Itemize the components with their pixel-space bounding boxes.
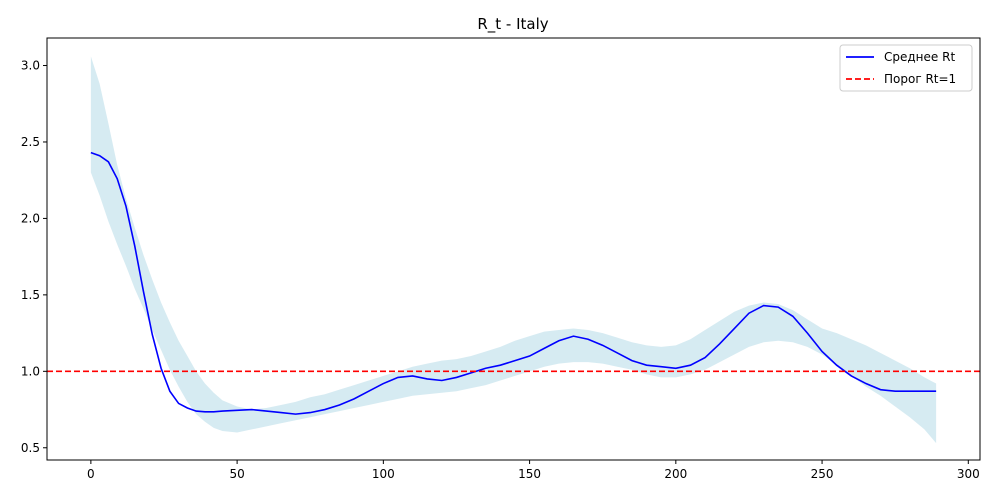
chart-title: R_t - Italy	[477, 15, 548, 34]
legend-label-mean: Среднее Rt	[884, 50, 955, 64]
y-axis: 0.5 1.0 1.5 2.0 2.5 3.0	[21, 59, 47, 455]
x-tick-label: 0	[87, 467, 95, 481]
x-tick-label: 300	[957, 467, 980, 481]
x-tick-label: 100	[372, 467, 395, 481]
x-tick-label: 150	[518, 467, 541, 481]
y-tick-label: 1.0	[21, 364, 40, 378]
x-tick-label: 50	[229, 467, 244, 481]
y-tick-label: 2.0	[21, 211, 40, 225]
legend: Среднее Rt Порог Rt=1	[839, 44, 973, 92]
legend-label-threshold: Порог Rt=1	[884, 72, 956, 86]
y-tick-label: 0.5	[21, 441, 40, 455]
y-tick-label: 2.5	[21, 135, 40, 149]
x-axis: 0 50 100 150 200 250 300	[87, 460, 980, 481]
confidence-band	[90, 56, 937, 444]
plot-content	[47, 56, 980, 444]
y-tick-label: 3.0	[21, 59, 40, 73]
y-tick-label: 1.5	[21, 288, 40, 302]
plot-area	[47, 56, 980, 444]
x-tick-label: 200	[664, 467, 687, 481]
axes-frame	[46, 37, 981, 461]
series-line-mean-rt	[90, 151, 937, 415]
x-tick-label: 250	[811, 467, 834, 481]
